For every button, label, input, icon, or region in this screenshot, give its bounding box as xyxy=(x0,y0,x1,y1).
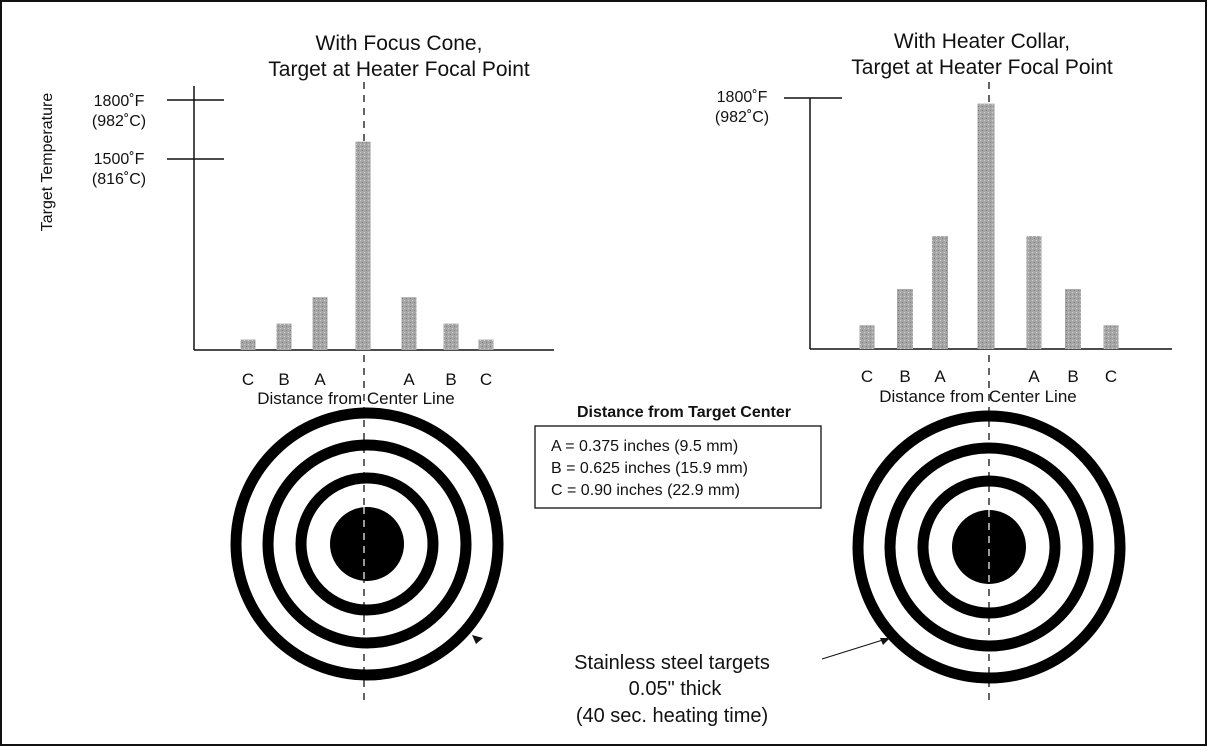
chart2-category-label-6: B xyxy=(1067,367,1078,386)
chart2-x-axis-label: Distance from Center Line xyxy=(879,387,1076,406)
chart2-title-line1: With Heater Collar, xyxy=(894,30,1070,53)
chart2-category-label-7: C xyxy=(1105,367,1117,386)
chart2-bar-4 xyxy=(977,103,995,349)
y-axis-label: Target Temperature xyxy=(39,93,56,232)
chart1-tick-1500-f: 1500˚F xyxy=(94,151,145,168)
chart1-category-label-3: A xyxy=(314,370,326,389)
legend-item-b: B = 0.625 inches (15.9 mm) xyxy=(551,460,748,477)
arrow-left-head xyxy=(472,635,483,644)
legend-item-a: A = 0.375 inches (9.5 mm) xyxy=(551,438,738,455)
caption-line3: (40 sec. heating time) xyxy=(576,705,768,727)
chart2-bar-5 xyxy=(1026,236,1042,349)
chart1-category-label-5: A xyxy=(403,370,415,389)
chart1-title-line2: Target at Heater Focal Point xyxy=(268,58,530,81)
chart2-bar-7 xyxy=(1103,325,1119,349)
chart1-tick-1800-c: (982˚C) xyxy=(92,113,146,130)
chart1-bar-4 xyxy=(355,141,371,350)
caption-line1: Stainless steel targets xyxy=(574,652,770,674)
arrow-right-head xyxy=(880,638,890,645)
chart2-category-label-5: A xyxy=(1028,367,1040,386)
arrow-right-line xyxy=(821,638,887,660)
chart1-tick-1500-c: (816˚C) xyxy=(92,171,146,188)
chart1-category-label-7: C xyxy=(480,370,492,389)
chart2-title-line2: Target at Heater Focal Point xyxy=(851,56,1113,79)
chart2-bar-3 xyxy=(932,236,948,349)
chart1-bar-3 xyxy=(312,297,328,350)
caption-line2: 0.05" thick xyxy=(629,678,723,700)
chart2-category-label-3: A xyxy=(934,367,946,386)
chart1-category-label-2: B xyxy=(278,370,289,389)
target-left xyxy=(230,407,504,681)
target-right xyxy=(852,410,1126,684)
chart1-category-label-1: C xyxy=(242,370,254,389)
chart2-tick-1800-f: 1800˚F xyxy=(717,89,768,106)
chart2-category-label-1: C xyxy=(861,367,873,386)
legend-item-c: C = 0.90 inches (22.9 mm) xyxy=(551,482,740,499)
chart1-title-line1: With Focus Cone, xyxy=(316,32,483,55)
chart2-category-label-2: B xyxy=(899,367,910,386)
chart1-category-label-6: B xyxy=(445,370,456,389)
chart1-x-axis-label: Distance from Center Line xyxy=(257,389,454,408)
legend-title: Distance from Target Center xyxy=(577,404,791,421)
chart1-bar-7 xyxy=(478,339,494,350)
chart2-bar-6 xyxy=(1065,289,1081,349)
chart1-tick-1800-f: 1800˚F xyxy=(94,93,145,110)
chart2-bar-2 xyxy=(897,289,913,349)
chart1-bar-2 xyxy=(276,323,292,350)
chart1-bar-1 xyxy=(240,339,256,350)
chart2-tick-1800-c: (982˚C) xyxy=(715,109,769,126)
legend-box xyxy=(534,425,822,509)
chart2-bar-1 xyxy=(859,325,875,349)
chart1-bar-6 xyxy=(443,323,459,350)
chart1-bar-5 xyxy=(401,297,417,350)
